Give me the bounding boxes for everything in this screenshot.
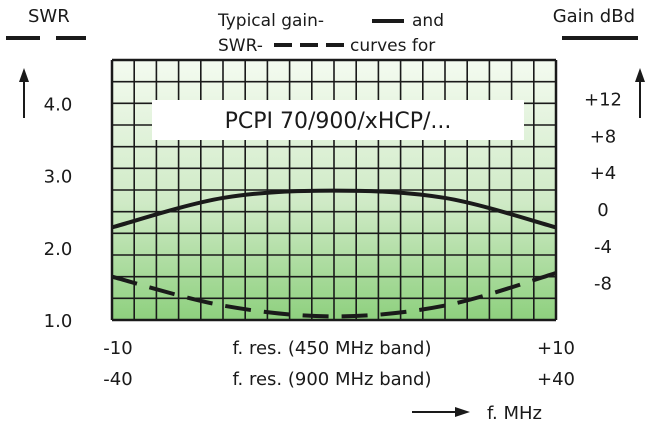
- product-label: PCPI 70/900/xHCP/...: [225, 109, 452, 134]
- right-tick-label: 0: [597, 200, 608, 221]
- series-group: [111, 188, 557, 319]
- right-tick-label: +12: [584, 90, 622, 111]
- right-tick-label: +8: [590, 126, 617, 147]
- x-unit-label: f. MHz: [487, 403, 542, 424]
- right-tick-label: +4: [590, 163, 617, 184]
- left-tick-label: 2.0: [44, 239, 73, 260]
- x-tick-900-right: +40: [537, 369, 575, 390]
- right-axis-ticks: -8 -4 0 +4 +8 +12: [584, 90, 622, 295]
- left-tick-label: 3.0: [44, 167, 73, 188]
- x-label-450: f. res. (450 MHz band): [232, 338, 431, 359]
- x-tick-900-left: -40: [103, 369, 132, 390]
- legend-swr-text: SWR-: [218, 36, 263, 56]
- left-tick-label: 4.0: [44, 94, 73, 115]
- legend-swr-end: curves for: [350, 36, 435, 56]
- x-label-900: f. res. (900 MHz band): [232, 369, 431, 390]
- x-tick-450-left: -10: [103, 338, 132, 359]
- right-tick-label: -8: [594, 274, 612, 295]
- swr-curve: [111, 271, 557, 319]
- left-axis-arrow-icon: [19, 68, 29, 118]
- left-axis-ticks: 1.0 2.0 3.0 4.0: [44, 94, 73, 332]
- left-axis-title: SWR: [28, 6, 70, 27]
- right-axis-arrow-icon: [635, 68, 645, 118]
- right-axis-title: Gain dBd: [553, 6, 635, 27]
- legend-gain-text: Typical gain-: [217, 11, 324, 31]
- gain-curve: [111, 188, 557, 230]
- product-label-box: [152, 100, 524, 140]
- left-tick-label: 1.0: [44, 311, 73, 332]
- legend-gain-end: and: [412, 11, 444, 31]
- x-tick-450-right: +10: [537, 338, 575, 359]
- right-tick-label: -4: [594, 237, 612, 258]
- frequency-arrow-icon: [412, 407, 470, 417]
